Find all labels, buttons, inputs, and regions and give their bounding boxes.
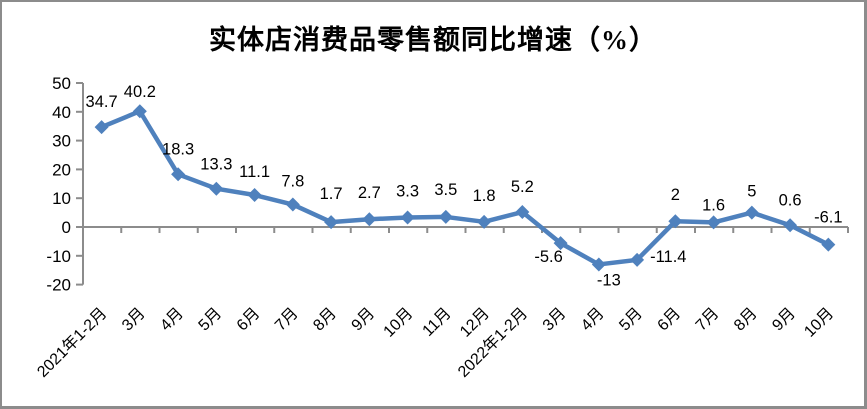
data-point-label: -6.1 [814, 209, 842, 227]
data-point-label: -5.6 [534, 248, 562, 266]
data-point-label: 11.1 [239, 163, 270, 181]
data-point-label: 0.6 [779, 191, 802, 209]
x-category-label: 5月 [616, 305, 646, 335]
x-category-label: 5月 [196, 305, 226, 335]
y-tick-label: 10 [52, 189, 71, 208]
data-point-label: -11.4 [650, 248, 686, 266]
y-tick-label: 50 [52, 74, 71, 93]
x-category-label: 4月 [578, 305, 608, 335]
data-point-label: 18.3 [162, 140, 194, 158]
data-point-label: 3.3 [396, 182, 419, 200]
data-point-marker [285, 197, 300, 212]
data-point-marker [783, 218, 798, 233]
data-point-marker [438, 209, 453, 224]
data-point-marker [821, 237, 836, 252]
data-point-marker [362, 212, 377, 227]
data-point-marker [591, 257, 606, 272]
data-point-marker [247, 188, 262, 203]
data-point-label: 1.6 [702, 196, 725, 214]
x-category-label: 7月 [272, 305, 302, 335]
x-category-label: 10月 [801, 305, 837, 341]
data-point-marker [324, 215, 339, 230]
x-category-label: 2022年1-2月 [454, 304, 531, 381]
data-point-label: 5.2 [511, 178, 534, 196]
data-point-marker [706, 215, 721, 230]
data-point-label: 13.3 [200, 156, 232, 174]
x-category-label: 4月 [157, 305, 187, 335]
data-point-label: 5 [747, 183, 756, 201]
data-point-label: 3.5 [434, 181, 457, 199]
data-point-marker [515, 205, 530, 220]
x-category-label: 6月 [655, 305, 685, 335]
x-category-label: 8月 [310, 305, 340, 335]
data-point-marker [171, 167, 186, 182]
x-category-label: 10月 [380, 305, 416, 341]
data-point-label: 1.7 [320, 185, 343, 203]
x-category-label: 8月 [731, 305, 761, 335]
x-category-label: 6月 [234, 305, 264, 335]
data-point-label: 2 [671, 186, 680, 204]
data-point-label: 34.7 [86, 93, 118, 111]
x-category-label: 11月 [420, 305, 455, 340]
x-category-label: 9月 [349, 305, 379, 335]
y-tick-label: 20 [52, 160, 71, 179]
y-tick-label: -10 [46, 247, 71, 266]
x-category-label: 3月 [119, 305, 149, 335]
data-point-label: 7.8 [281, 173, 304, 191]
data-point-marker [400, 210, 415, 225]
data-point-marker [94, 120, 109, 135]
data-point-marker [553, 236, 568, 251]
data-point-label: 1.8 [473, 187, 496, 205]
x-category-label: 2021年1-2月 [34, 304, 111, 381]
data-point-label: -13 [597, 271, 621, 289]
y-tick-label: 0 [62, 218, 71, 237]
data-point-marker [477, 214, 492, 229]
data-point-label: 40.2 [124, 83, 156, 101]
data-point-marker [630, 252, 645, 267]
y-tick-label: 30 [52, 132, 71, 151]
chart-title: 实体店消费品零售额同比增速（%） [209, 25, 657, 55]
x-category-label: 7月 [693, 305, 723, 335]
data-point-marker [132, 104, 147, 119]
x-category-label: 3月 [540, 305, 570, 335]
data-point-marker [744, 205, 759, 220]
x-category-label: 9月 [769, 305, 799, 335]
y-tick-label: 40 [52, 103, 71, 122]
data-point-marker [209, 181, 224, 196]
y-tick-label: -20 [46, 276, 71, 295]
data-point-label: 2.7 [358, 184, 381, 202]
data-point-marker [668, 214, 683, 229]
